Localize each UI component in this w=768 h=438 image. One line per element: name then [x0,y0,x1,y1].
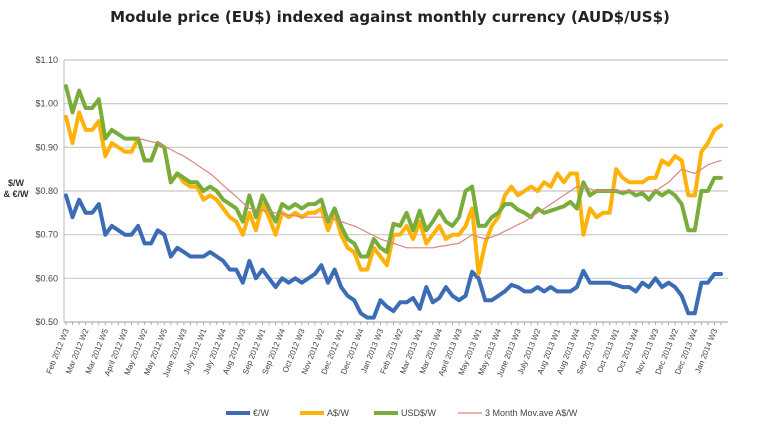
series-lines [64,84,723,320]
series-line-moving-average [137,138,722,249]
y-tick-label: $0.70 [35,230,58,240]
y-axis-label-line1: $/W [8,178,25,188]
y-axis: $0.50 $0.60 $0.70 $0.80 $0.90 $1.00 $1.10 [35,55,65,327]
chart-title: Module price (EU$) indexed against month… [110,8,670,26]
y-tick-label: $0.60 [35,273,58,283]
y-tick-label: $0.50 [35,317,58,327]
series-line-euro [64,193,723,320]
legend-label: 3 Month Mov.ave A$/W [485,408,578,418]
legend: €/W A$/W USD$/W 3 Month Mov.ave A$/W [226,408,578,418]
y-axis-label-line2: & €/W [3,189,29,199]
y-tick-label: $1.00 [35,99,58,109]
y-tick-label: $0.90 [35,142,58,152]
y-tick-label: $1.10 [35,55,58,65]
legend-label: A$/W [327,408,350,418]
y-tick-label: $0.80 [35,186,58,196]
legend-label: USD$/W [401,408,437,418]
legend-label: €/W [253,408,270,418]
series-line-usd [64,84,723,259]
